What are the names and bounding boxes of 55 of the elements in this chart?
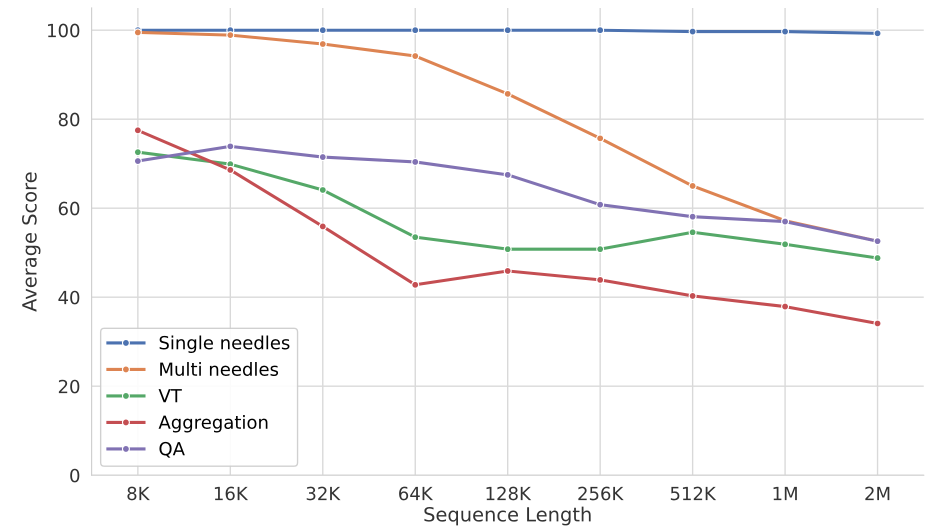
x-tick-label: 8K xyxy=(127,486,150,500)
x-tick-label: 16K xyxy=(214,486,248,500)
point xyxy=(596,200,604,209)
y-tick-label: 20 xyxy=(58,380,80,394)
x-axis-title: Sequence Length xyxy=(424,506,591,526)
point xyxy=(226,142,234,150)
y-tick-label: 60 xyxy=(58,202,80,216)
point xyxy=(781,240,790,248)
point xyxy=(596,276,604,284)
point xyxy=(688,212,697,221)
point xyxy=(226,166,234,174)
point xyxy=(781,302,790,311)
point xyxy=(688,28,697,36)
point xyxy=(596,134,604,142)
x-tick-label: 2M xyxy=(865,486,890,500)
y-tick-label: 40 xyxy=(58,290,80,304)
point xyxy=(504,170,512,179)
y-axis-title: Average Score xyxy=(22,172,40,312)
point xyxy=(596,245,604,254)
point xyxy=(411,52,420,60)
legend-label: Aggregation xyxy=(158,415,268,432)
y-tick-label: 100 xyxy=(48,24,80,38)
point xyxy=(318,153,327,162)
x-tick-label: 64K xyxy=(399,486,434,500)
y-tick-label: 80 xyxy=(58,112,80,126)
point xyxy=(411,280,420,289)
point xyxy=(504,90,512,98)
x-tick-label: 256K xyxy=(578,486,624,500)
point xyxy=(411,158,420,166)
point xyxy=(134,126,142,134)
legend-label: QA xyxy=(159,442,185,458)
x-tick-label: 32K xyxy=(306,486,341,500)
point xyxy=(781,28,790,36)
y-tick-label: 0 xyxy=(70,468,80,482)
x-tick-label: 128K xyxy=(486,486,532,500)
x-tick-label: 512K xyxy=(670,486,716,500)
point xyxy=(411,233,420,242)
point xyxy=(504,245,512,254)
point xyxy=(504,26,512,34)
point xyxy=(318,26,327,34)
point xyxy=(688,182,697,190)
point xyxy=(318,40,327,48)
point xyxy=(134,148,142,156)
legend-label: VT xyxy=(158,389,182,402)
point xyxy=(411,26,420,34)
point xyxy=(318,186,327,194)
point xyxy=(504,266,512,276)
legend-label: Single needles xyxy=(160,336,290,353)
point xyxy=(318,222,327,230)
point xyxy=(226,31,234,40)
point xyxy=(688,228,697,236)
legend-label: Multi needles xyxy=(160,362,278,376)
point xyxy=(596,26,604,34)
point xyxy=(688,292,697,300)
x-tick-label: 1M xyxy=(774,486,797,500)
